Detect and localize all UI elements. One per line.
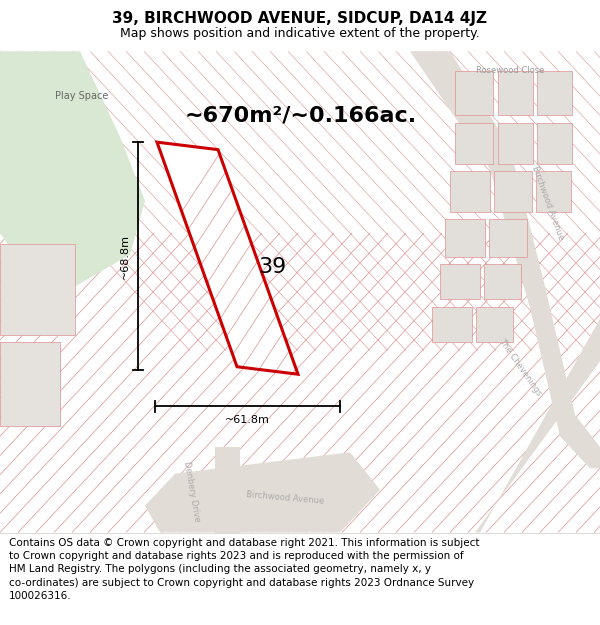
Text: Birchwood Avenue: Birchwood Avenue [245,491,325,506]
Text: Birchwood Avenue: Birchwood Avenue [530,165,566,241]
Bar [498,71,533,116]
Bar [537,71,572,116]
Text: 39: 39 [258,258,286,278]
Polygon shape [145,452,380,532]
Bar [489,219,527,257]
Bar [455,123,493,164]
Bar [476,307,513,342]
Text: ~670m²/~0.166ac.: ~670m²/~0.166ac. [185,106,417,126]
Bar [536,171,571,212]
Polygon shape [157,142,298,374]
Bar [450,171,490,212]
Text: Contains OS data © Crown copyright and database right 2021. This information is : Contains OS data © Crown copyright and d… [9,538,479,601]
Text: Rosewood Close: Rosewood Close [476,66,544,75]
Text: Play Space: Play Space [55,91,109,101]
Bar [484,264,521,299]
Bar [0,342,60,426]
Bar [440,264,480,299]
Bar [0,244,75,334]
Text: Map shows position and indicative extent of the property.: Map shows position and indicative extent… [120,27,480,40]
Bar [498,123,533,164]
Text: 39, BIRCHWOOD AVENUE, SIDCUP, DA14 4JZ: 39, BIRCHWOOD AVENUE, SIDCUP, DA14 4JZ [113,11,487,26]
Text: ~68.8m: ~68.8m [120,234,130,279]
Text: Denbery Drive: Denbery Drive [182,461,202,523]
Bar [455,71,493,116]
Text: ~61.8m: ~61.8m [225,415,270,425]
Text: The Chevenings: The Chevenings [497,336,543,397]
Polygon shape [430,319,600,532]
Polygon shape [215,447,240,532]
Bar [537,123,572,164]
Polygon shape [0,51,145,286]
Bar [445,219,485,257]
Bar [432,307,472,342]
Bar [494,171,532,212]
Polygon shape [360,51,600,468]
